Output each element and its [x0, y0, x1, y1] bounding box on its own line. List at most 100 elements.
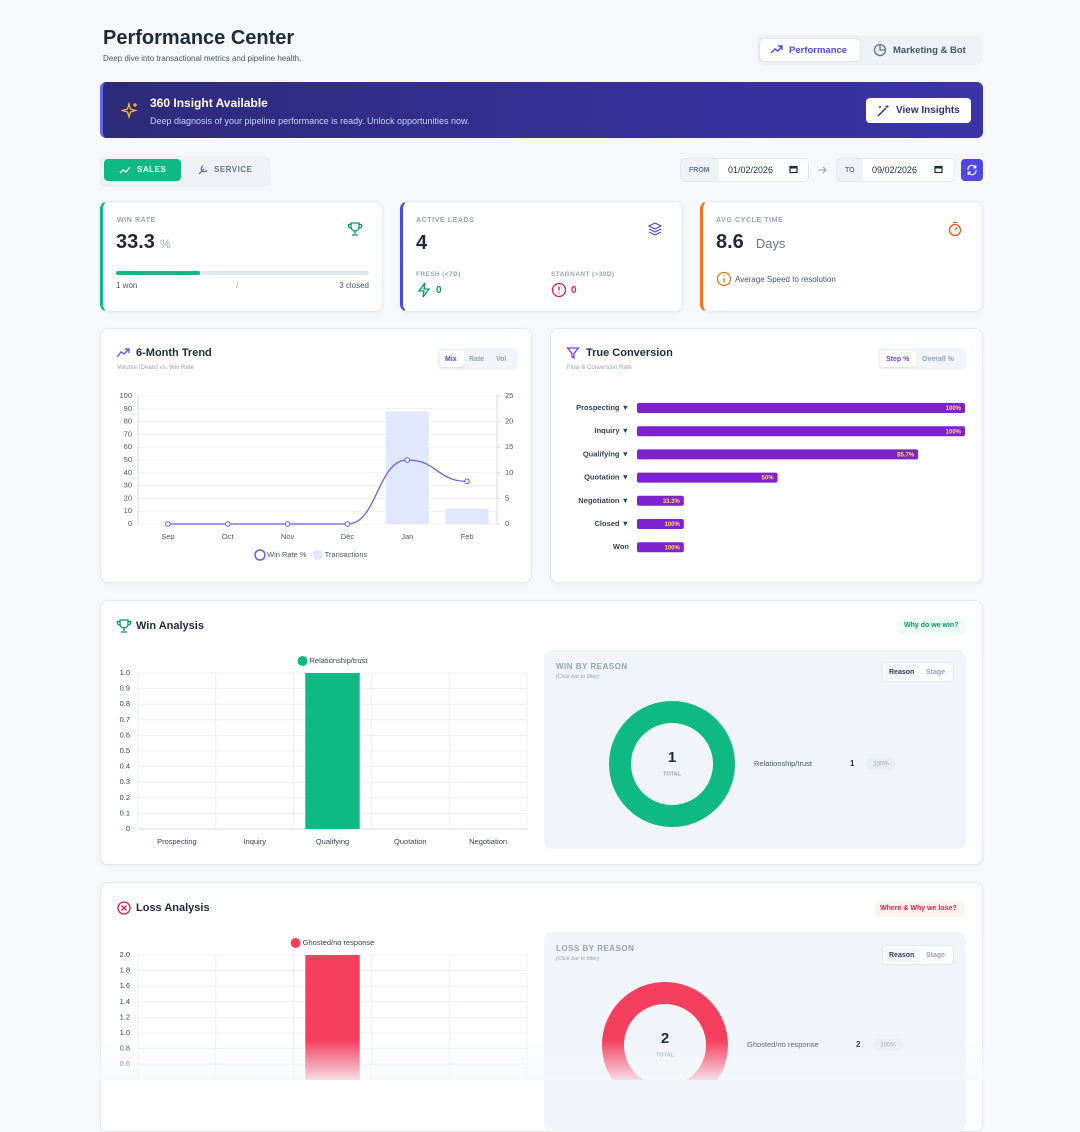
- page: Performance Center { "header": {"title":…: [0, 28, 1080, 1132]
- kpi-footer: /: [236, 281, 239, 290]
- kpi-value: 8.6: [716, 231, 744, 253]
- badge[interactable]: [898, 618, 965, 634]
- icon: [716, 271, 732, 287]
- y-tick-label: 20: [124, 493, 132, 502]
- y-tick-label: 60: [124, 442, 132, 451]
- panel-title: WIN BY REASON: [556, 662, 628, 671]
- legend-marker: [290, 938, 301, 948]
- progress-fill: [116, 271, 201, 275]
- y-tick-label: 0.9: [120, 684, 130, 693]
- x-tick-label: Quotation: [394, 837, 427, 846]
- badge-label[interactable]: Where & Why we lose?: [880, 905, 957, 912]
- category-label: Negotiation ▼: [578, 496, 629, 505]
- donut-total: 1: [668, 749, 676, 766]
- panel-title: LOSS BY REASON: [556, 944, 635, 953]
- bottom-fade: [0, 1040, 1080, 1080]
- legend-label: Ghosted/no response: [303, 938, 375, 947]
- y-tick-label: 1.4: [120, 997, 130, 1006]
- y-tick-label: 0.3: [120, 777, 130, 786]
- y-tick-label: 0.1: [120, 808, 130, 817]
- bar: [637, 472, 778, 483]
- legend-label: Relationship/trust: [754, 759, 813, 768]
- y-tick-label: 30: [124, 481, 132, 490]
- toggle-active[interactable]: [885, 948, 920, 962]
- toggle-active[interactable]: [880, 351, 916, 367]
- segment-active[interactable]: [104, 159, 181, 181]
- x-tick-label: Sep: [161, 532, 174, 541]
- donut-total: 2: [661, 1030, 669, 1047]
- refresh-button[interactable]: [961, 159, 983, 181]
- y-tick-label: 10: [124, 506, 132, 515]
- toggle-label[interactable]: Reason: [889, 669, 915, 676]
- step-label: 50%: [762, 476, 775, 482]
- progress-track: [116, 271, 369, 275]
- legend-label: Transactions: [325, 550, 368, 559]
- point: [404, 457, 411, 463]
- x-tick-label: Prospecting: [157, 837, 197, 846]
- icon: [116, 619, 132, 633]
- tab-label[interactable]: Performance: [789, 45, 848, 56]
- chart-card: [100, 328, 532, 583]
- chart-title: 6-Month Trend: [136, 347, 212, 359]
- toggle-label[interactable]: Vol: [496, 356, 507, 363]
- toggle-active[interactable]: [440, 351, 464, 367]
- kpi-card: [400, 201, 683, 312]
- y-tick-label: 0: [128, 519, 132, 528]
- banner-title: 360 Insight Available: [150, 96, 268, 110]
- toggle-label[interactable]: Stage: [926, 952, 946, 959]
- icon: [121, 102, 138, 120]
- y-tick-label: 1.0: [120, 1028, 130, 1037]
- y-tick-label: 1.0: [120, 668, 130, 677]
- date-label: FROM: [689, 167, 710, 174]
- badge-label[interactable]: Why do we win?: [904, 622, 959, 629]
- toggle-label[interactable]: Reason: [889, 952, 915, 959]
- kpi-label: ACTIVE LEADS: [416, 217, 475, 224]
- y-tick-label: 50: [124, 455, 132, 464]
- toggle-label[interactable]: Step %: [886, 356, 910, 363]
- step-label: 100%: [946, 429, 962, 435]
- legend-value: 1: [850, 759, 855, 768]
- step-label: 100%: [946, 406, 962, 412]
- point: [344, 521, 351, 527]
- x-tick-label: Feb: [461, 532, 474, 541]
- tab-label[interactable]: Marketing & Bot: [893, 45, 966, 56]
- icon: [770, 45, 783, 54]
- segment-label[interactable]: SERVICE: [214, 165, 253, 174]
- toggle-label[interactable]: Stage: [926, 669, 946, 676]
- kpi-value-row: 33.3 %: [116, 231, 171, 254]
- kpi-card: [700, 201, 983, 312]
- kpi-unit: Days: [755, 236, 786, 251]
- banner-text: Deep diagnosis of your pipeline performa…: [150, 116, 470, 126]
- date-input[interactable]: [863, 159, 954, 181]
- point: [464, 478, 470, 485]
- date-value[interactable]: 09/02/2026: [872, 165, 918, 175]
- date-input[interactable]: [719, 159, 808, 181]
- icon: [967, 164, 977, 176]
- toggle-label[interactable]: Rate: [469, 356, 485, 363]
- category-label: Quotation ▼: [584, 473, 629, 482]
- kpi-subvalue: 0: [571, 285, 577, 296]
- segment-label[interactable]: SALES: [137, 165, 167, 174]
- badge[interactable]: [875, 901, 965, 917]
- y2-tick-label: 20: [505, 417, 513, 426]
- point: [284, 521, 291, 527]
- y-tick-label: 0.7: [120, 715, 130, 724]
- toggle-label[interactable]: Mix: [445, 356, 457, 363]
- kpi-note: Average Speed to resolution: [735, 275, 836, 284]
- toggle-active[interactable]: [885, 665, 920, 679]
- kpi-unit: %: [159, 237, 171, 251]
- chart-title: Loss Analysis: [136, 902, 210, 914]
- chart-title: True Conversion: [586, 347, 673, 359]
- button-label[interactable]: View Insights: [896, 105, 960, 116]
- date-value[interactable]: 01/02/2026: [728, 165, 774, 175]
- step-label: 100%: [664, 545, 680, 551]
- toggle-label[interactable]: Overall %: [922, 356, 954, 363]
- y-tick-label: 0.6: [120, 730, 130, 739]
- y-tick-label: 0.2: [120, 793, 130, 802]
- arrow: [818, 166, 827, 174]
- category-label: Qualifying ▼: [583, 449, 629, 458]
- icon: [417, 282, 431, 298]
- kpi-sublabel: FRESH (<7D): [416, 271, 461, 278]
- icon: [551, 282, 567, 298]
- legend-label: Relationship/trust: [310, 656, 369, 665]
